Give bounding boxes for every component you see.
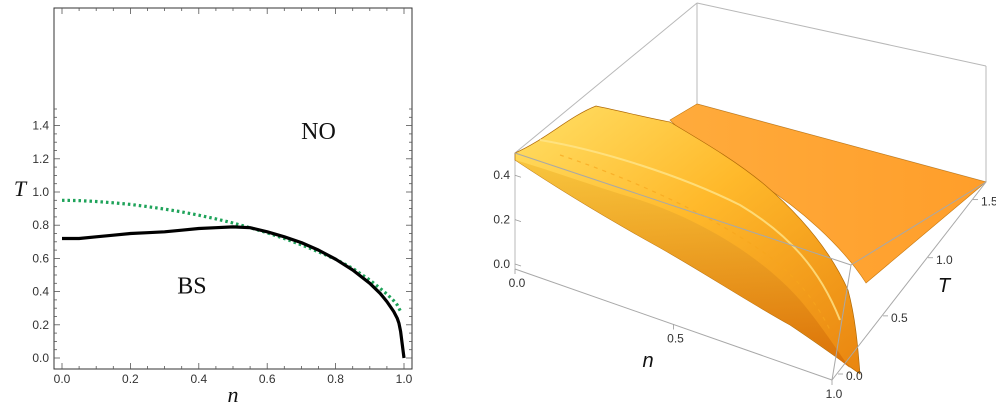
y-axis-title: T	[14, 176, 28, 201]
y-tick-label: 0.6	[32, 251, 49, 265]
n-tick-label: 0.0	[509, 276, 526, 290]
t-tick-label: 1.0	[936, 253, 953, 267]
region-label-bs: BS	[177, 273, 206, 299]
x-tick-label: 0.0	[54, 372, 71, 386]
n-tick-label: 1.0	[826, 387, 843, 401]
y-tick-label: 1.4	[32, 119, 49, 133]
z-tick-label: 0.2	[493, 213, 510, 227]
plot-frame	[53, 7, 413, 370]
y-tick-label: 0.2	[32, 318, 49, 332]
region-label-no: NO	[301, 119, 336, 145]
z-tick	[514, 174, 522, 178]
solid-boundary-line	[62, 225, 406, 359]
t-tick-label: 0.5	[891, 311, 908, 325]
phase-diagram: 0.0 0.2 0.4 0.6 0.8 1.0 1.2 1.4 0.0 0.2 0.4 0.6 0.8…	[14, 7, 413, 407]
surface-texture	[559, 154, 831, 331]
box-front-edges	[514, 152, 987, 381]
t-tick-label: 1.5	[981, 195, 996, 209]
dotted-boundary-line	[61, 198, 403, 313]
y-tick-label: 0.8	[32, 218, 49, 232]
y-tick-label: 1.0	[32, 185, 49, 199]
z-tick-label: 0.4	[493, 168, 510, 182]
surface-crest	[539, 139, 841, 321]
y-tick-label: 0.4	[32, 285, 49, 299]
x-tick-label: 0.2	[122, 372, 139, 386]
x-tick-label: 1.0	[396, 372, 413, 386]
n-tick-label: 0.5	[667, 332, 684, 346]
surface-front-wall	[515, 160, 850, 368]
z-tick	[514, 219, 522, 222]
x-axis-title: n	[228, 382, 239, 407]
tick-marks	[54, 8, 412, 369]
x-tick-labels: 0.0 0.2 0.4 0.6 0.8 1.0	[54, 372, 413, 386]
y-tick-label: 0.0	[32, 351, 49, 365]
z-tick-labels: 0.0 0.2 0.4	[493, 168, 522, 271]
t-tick-label: 0.0	[846, 369, 863, 383]
n-axis-title: n	[642, 350, 653, 372]
x-tick-label: 0.4	[190, 372, 207, 386]
z-tick	[514, 263, 522, 267]
surface-plot-3d: 0.0 0.2 0.4 0.0 0.5 1.0 0.0 0.5 1.0 1.5 n T	[493, 2, 996, 401]
y-tick-labels: 0.0 0.2 0.4 0.6 0.8 1.0 1.2 1.4	[32, 119, 49, 365]
t-axis-title: T	[938, 275, 952, 297]
x-tick-label: 0.8	[327, 372, 344, 386]
n-tick-labels: 0.0 0.5 1.0	[509, 269, 843, 401]
y-tick-label: 1.2	[32, 152, 49, 166]
x-tick-label: 0.6	[259, 372, 276, 386]
t-tick-labels: 0.0 0.5 1.0 1.5	[838, 195, 996, 383]
phase-boundary-curves	[61, 198, 406, 359]
z-tick-label: 0.0	[493, 257, 510, 271]
